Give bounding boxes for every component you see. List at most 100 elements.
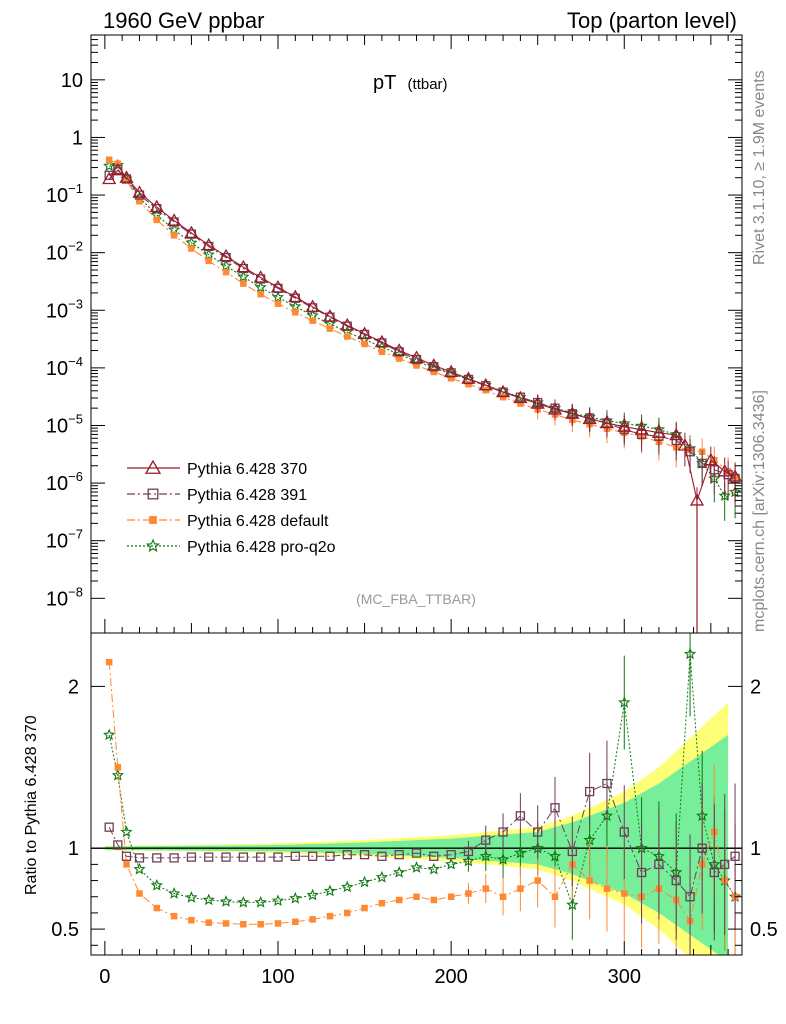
tick-exponent: −6 — [68, 469, 83, 484]
ratio-point-2-4 — [150, 878, 163, 891]
main-point-2-6 — [188, 245, 195, 252]
ratio-point-2-9 — [237, 895, 250, 908]
main-point-0-19 — [409, 350, 424, 363]
ratio-point-1-6 — [188, 916, 195, 924]
main-point-3-11 — [271, 290, 285, 303]
ratio-point-2-17 — [375, 870, 388, 883]
ratio-point-1-15 — [343, 909, 351, 917]
ratio-point-0-11 — [273, 852, 283, 862]
tick-base: 10 — [46, 185, 68, 207]
plot-title: pT (ttbar) — [373, 72, 448, 94]
legend-marker-0 — [144, 459, 162, 474]
ratio-point-1-10 — [257, 921, 264, 928]
tick-exponent: −7 — [68, 527, 83, 542]
plot-title-main: pT — [373, 72, 396, 94]
legend-label-2: Pythia 6.428 default — [187, 513, 329, 530]
ratio-point-1-31 — [621, 890, 628, 897]
main-point-0-7 — [201, 237, 216, 251]
main-point-0-14 — [322, 309, 338, 322]
ratio-point-0-6 — [186, 852, 197, 862]
main-y-tick-label-8: 10−7 — [46, 527, 83, 553]
ratio-point-0-23 — [481, 835, 491, 845]
ratio-point-1-23 — [482, 885, 490, 892]
ratio-point-1-1 — [114, 764, 122, 771]
main-y-tick-label-6: 10−5 — [46, 411, 83, 437]
ratio-point-2-12 — [289, 891, 302, 904]
ratio-point-0-21 — [446, 850, 456, 860]
plot-title-sub: (ttbar) — [408, 76, 448, 93]
main-point-2-8 — [222, 268, 230, 276]
ratio-point-0-19 — [411, 848, 422, 858]
main-point-2-3 — [136, 198, 143, 205]
main-point-0-5 — [166, 213, 182, 226]
ratio-point-2-14 — [323, 884, 337, 897]
main-point-0-10 — [253, 270, 268, 283]
main-point-0-24 — [495, 384, 511, 398]
ratio-point-1-4 — [153, 904, 161, 912]
ratio-point-0-5 — [169, 853, 179, 863]
ratio-point-0-27 — [550, 803, 560, 813]
main-point-0-39 — [727, 469, 742, 482]
ratio-point-0-13 — [307, 851, 318, 861]
tick-exponent: −4 — [68, 354, 83, 369]
main-y-tick-label-9: 10−8 — [46, 584, 83, 610]
ratio-point-1-9 — [240, 921, 247, 928]
main-point-0-21 — [444, 364, 459, 378]
ratio-point-2-31 — [618, 696, 631, 708]
ratio-point-2-22 — [462, 854, 475, 867]
ratio-point-0-35 — [685, 892, 695, 902]
ratio-point-1-3 — [136, 890, 143, 897]
legend-label-0: Pythia 6.428 370 — [187, 461, 307, 478]
ratio-point-2-5 — [168, 887, 181, 899]
main-point-0-3 — [132, 185, 147, 198]
ratio-point-0-17 — [377, 851, 387, 861]
tick-base: 10 — [46, 300, 68, 322]
ratio-point-0-20 — [429, 851, 439, 861]
ratio-point-0-37 — [709, 867, 719, 878]
ratio-point-0-39 — [730, 851, 740, 861]
main-point-0-34 — [669, 427, 684, 441]
legend-marker-1 — [147, 488, 159, 500]
ratio-point-2-13 — [306, 888, 319, 901]
main-point-0-26 — [530, 396, 545, 409]
ratio-point-2-18 — [393, 866, 406, 878]
main-point-0-4 — [149, 199, 164, 213]
ratio-point-1-12 — [292, 918, 299, 926]
ratio-point-0-0 — [104, 822, 114, 832]
main-point-1-3 — [134, 190, 145, 200]
ratio-point-0-14 — [325, 851, 335, 861]
main-point-0-28 — [565, 406, 580, 419]
legend-marker-2 — [149, 516, 157, 524]
main-point-0-18 — [392, 343, 407, 356]
ratio-point-0-30 — [602, 778, 612, 789]
main-point-0-13 — [305, 299, 320, 312]
tick-base: 10 — [46, 358, 68, 380]
rivet-label: Rivet 3.1.10, ≥ 1.9M events — [751, 70, 768, 265]
main-point-2-7 — [205, 257, 212, 265]
main-y-tick-label-4: 10−3 — [46, 296, 83, 322]
ratio-point-0-1 — [113, 840, 123, 850]
ratio-point-1-27 — [551, 893, 559, 900]
main-point-2-18 — [395, 355, 403, 362]
ratio-point-1-20 — [430, 896, 438, 904]
ratio-plot-frame — [90, 632, 743, 956]
ratio-point-1-2 — [123, 861, 130, 868]
main-point-0-2 — [119, 170, 134, 183]
ratio-series-layer — [103, 633, 742, 955]
main-series-line-2 — [108, 159, 736, 479]
ratio-point-0-34 — [671, 875, 681, 886]
ratio-point-2-28 — [566, 898, 579, 911]
main-point-3-6 — [185, 236, 198, 249]
ratio-point-0-18 — [394, 850, 404, 860]
main-point-2-21 — [447, 375, 455, 382]
tick-base: 10 — [46, 243, 68, 265]
main-point-0-38 — [717, 464, 732, 477]
ratio-point-1-18 — [395, 896, 403, 904]
ratio-y-tick-label-2: 2 — [68, 676, 79, 698]
ratio-point-1-25 — [517, 885, 524, 892]
ratio-y-tick-label-right-1: 1 — [750, 838, 761, 860]
ratio-point-0-22 — [463, 846, 474, 857]
ratio-point-2-19 — [410, 861, 423, 873]
main-point-0-29 — [582, 411, 597, 425]
ratio-point-1-17 — [378, 899, 386, 907]
